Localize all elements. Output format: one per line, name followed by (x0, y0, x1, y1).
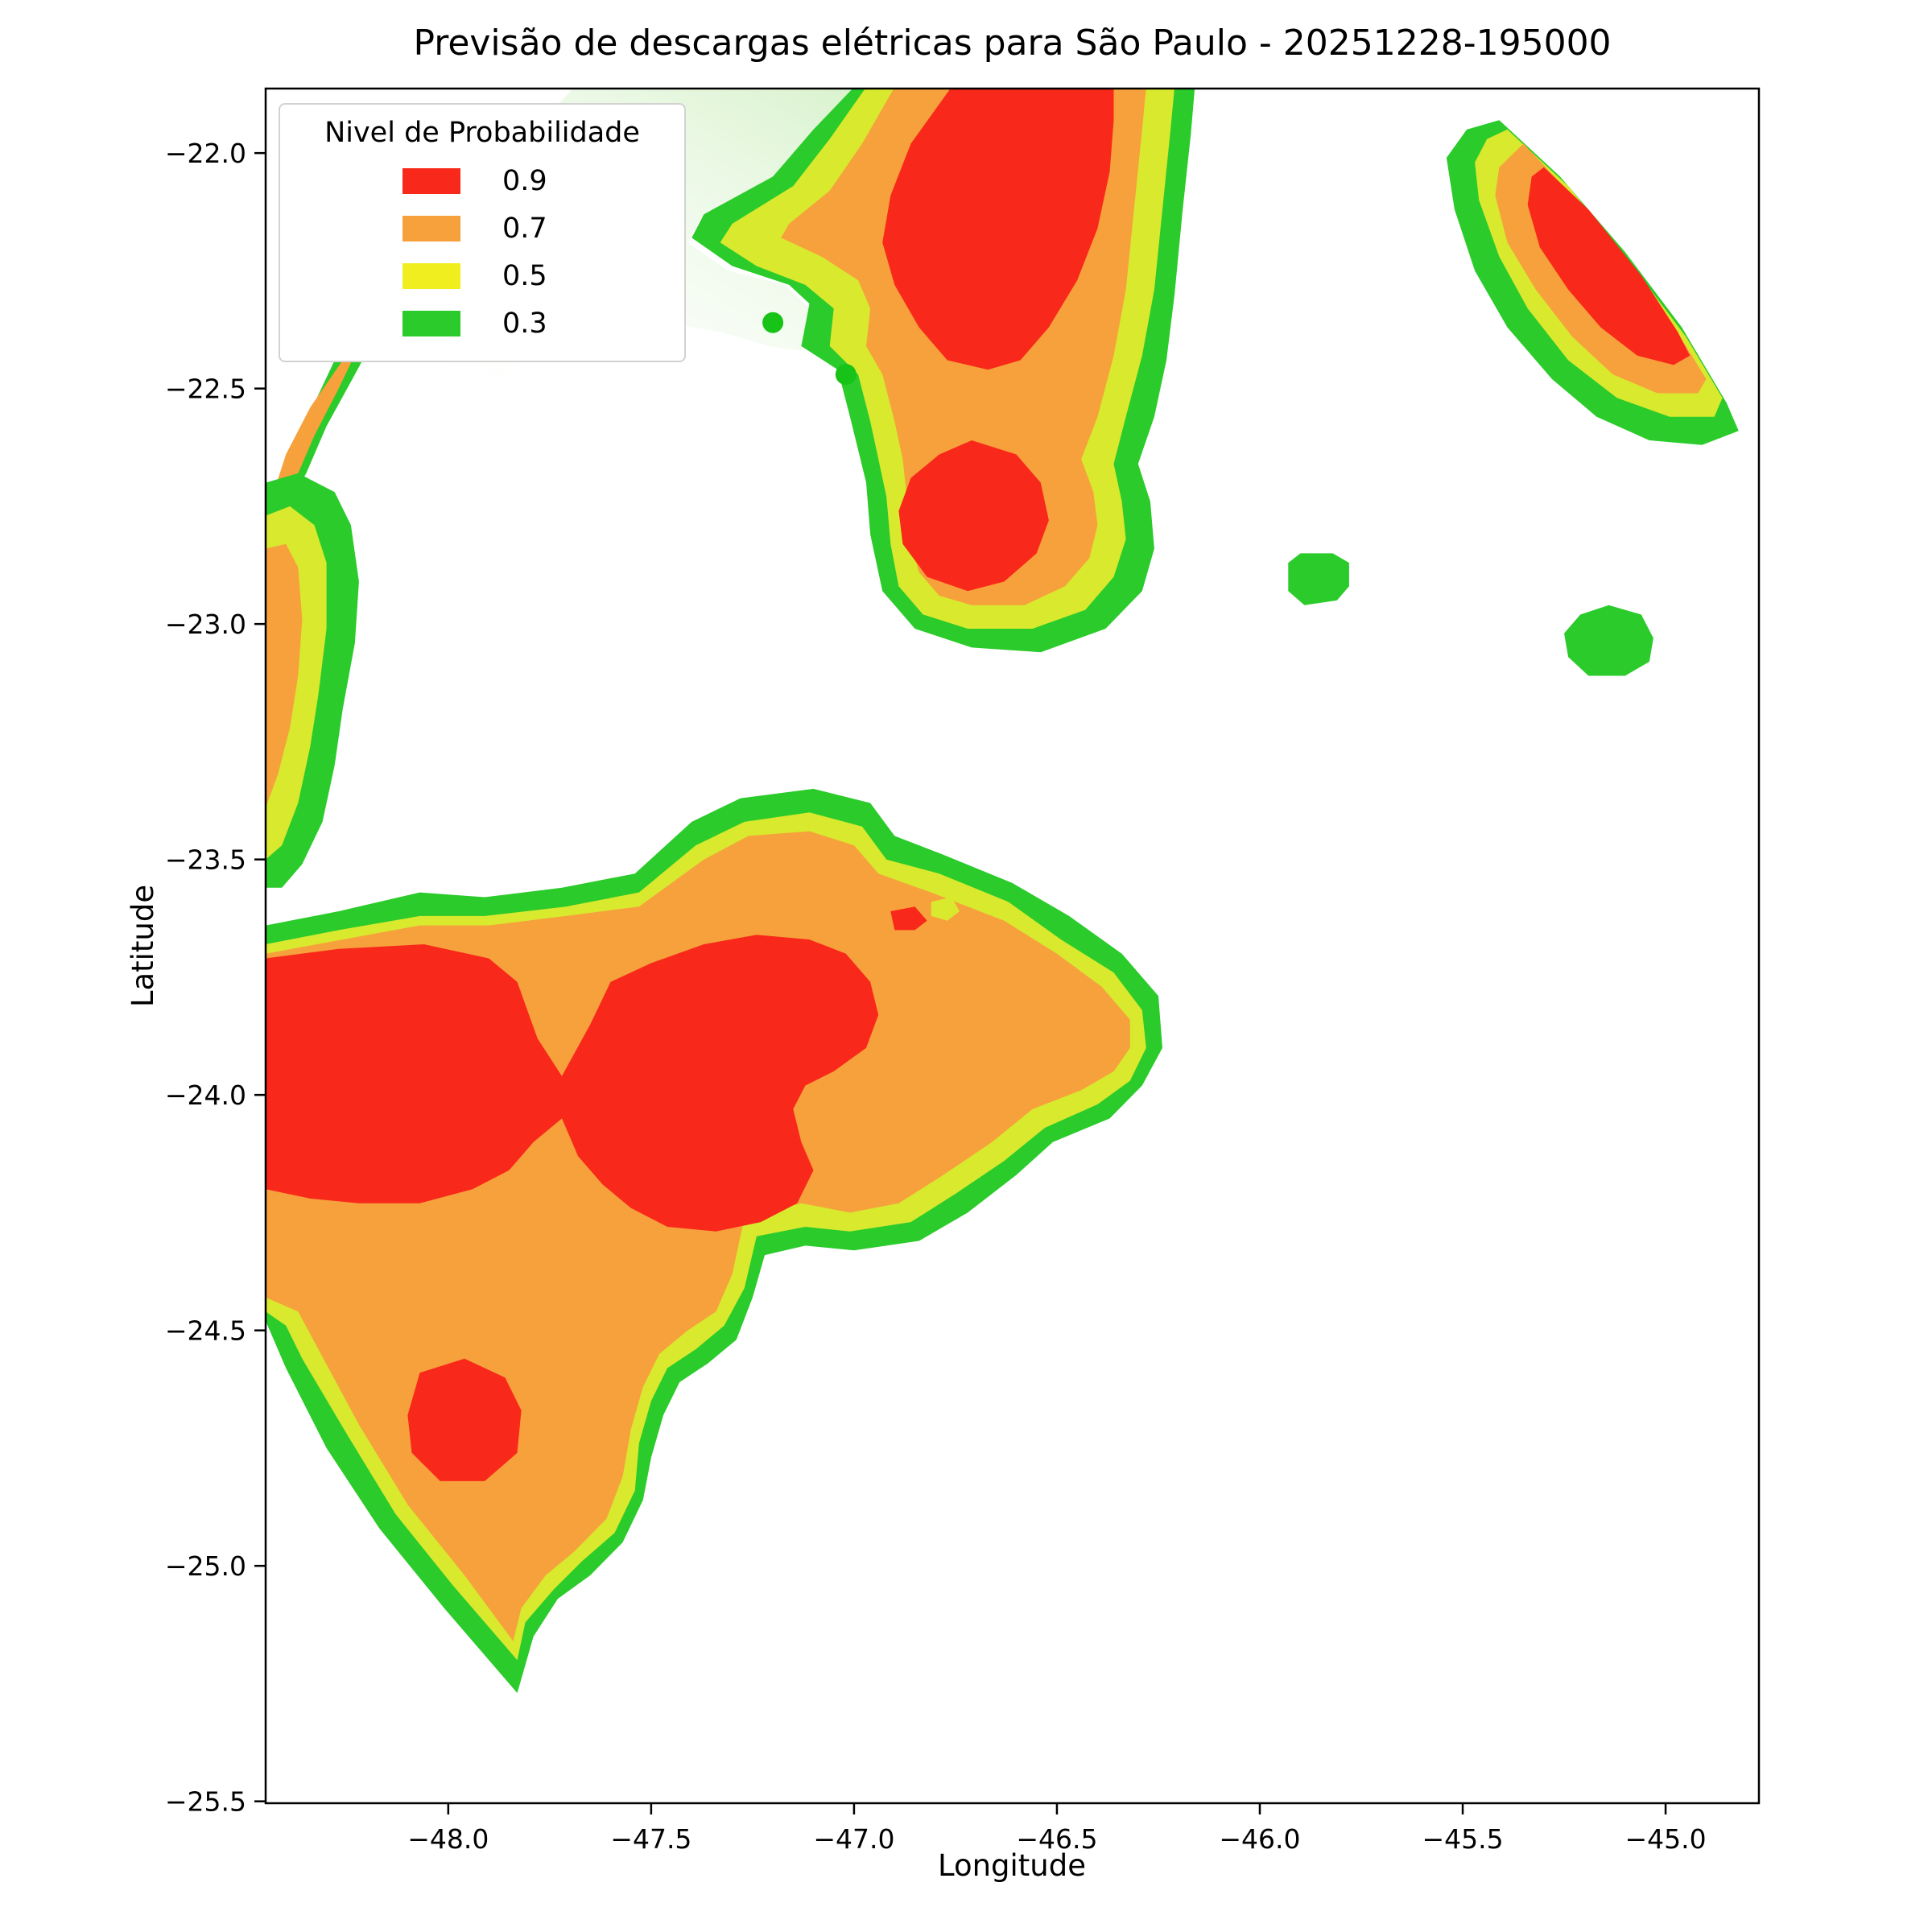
contour-region-small-cell-west-green (1288, 553, 1349, 605)
y-tick-label-2: −23.0 (165, 609, 246, 640)
y-tick-label-3: −23.5 (165, 844, 246, 876)
legend-title: Nivel de Probabilidade (324, 117, 640, 149)
legend-label-0.5: 0.5 (502, 260, 547, 293)
plot-frame (264, 87, 1761, 1805)
x-tick-label-1: −47.5 (610, 1823, 691, 1855)
contour-layers (266, 89, 1739, 1694)
y-axis-label: Latitude (126, 885, 160, 1007)
chart-title: Previsão de descargas elétricas para São… (413, 23, 1612, 64)
x-axis-label: Longitude (938, 1848, 1086, 1883)
legend-row: 0.7 (280, 205, 684, 253)
x-tick-label-6: −45.0 (1624, 1823, 1706, 1855)
contour-region-south-yellow-fleck (931, 897, 960, 921)
legend-label-0.3: 0.3 (502, 308, 547, 341)
station-marker-1 (835, 364, 857, 386)
axes-layer: −48.0 −47.5 −47.0 −46.5 −46.0 −45.5 −45.0 −22.0… (165, 87, 1761, 1855)
legend-swatch-0.5 (402, 263, 460, 290)
legend-row: 0.3 (280, 300, 684, 348)
y-tick-label-7: −25.5 (165, 1786, 246, 1818)
legend-row: 0.9 (280, 158, 684, 205)
y-tick-label-1: −22.5 (165, 374, 246, 405)
legend-swatch-0.9 (402, 168, 460, 195)
x-tick-label-2: −47.0 (813, 1823, 894, 1855)
contour-region-west-strip-orange (266, 543, 303, 808)
y-tick-label-0: −22.0 (165, 138, 246, 169)
legend-label-0.9: 0.9 (502, 165, 547, 198)
x-tick-label-3: −46.5 (1016, 1823, 1097, 1855)
legend: Nivel de Probabilidade 0.9 0.7 0.5 0.3 (279, 103, 686, 362)
contour-region-south-system-red-main (266, 935, 879, 1232)
legend-swatch-0.7 (402, 216, 460, 242)
legend-row: 0.5 (280, 253, 684, 300)
contour-region-north-system-red-lower (898, 440, 1049, 592)
y-tick-label-6: −25.0 (165, 1550, 246, 1582)
y-tick-label-5: −24.5 (165, 1315, 246, 1347)
contour-region-west-strip-upper-orange (274, 346, 359, 502)
legend-swatch-0.3 (402, 311, 460, 337)
x-tick-label-5: −45.5 (1422, 1823, 1503, 1855)
x-tick-label-0: −48.0 (407, 1823, 489, 1855)
contour-region-north-system-red-upper (882, 89, 1114, 370)
contour-region-northeast-cell-red (1527, 167, 1690, 365)
station-marker-0 (762, 312, 784, 333)
y-tick-label-4: −24.0 (165, 1080, 246, 1111)
legend-label-0.7: 0.7 (502, 213, 547, 246)
contour-region-south-arm-red (407, 1358, 522, 1481)
contour-region-small-cell-east-green (1564, 605, 1653, 676)
x-tick-label-4: −46.0 (1219, 1823, 1300, 1855)
contour-region-south-red-spot (890, 906, 927, 931)
